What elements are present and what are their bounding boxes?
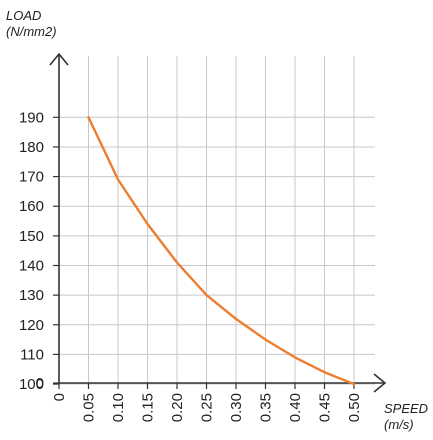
y-tick-label: 0 — [36, 375, 44, 392]
y-axis-title-line-1: LOAD — [6, 8, 42, 23]
x-axis-title-line-2: (m/s) — [384, 417, 414, 432]
x-axis-title: SPEED (m/s) — [384, 401, 428, 433]
x-tick-label: 0.25 — [199, 393, 216, 422]
y-tick-label: 170 — [19, 169, 44, 186]
x-axis-arrow — [373, 373, 387, 393]
load-curve-line — [87, 116, 356, 386]
y-tick-label: 180 — [19, 139, 44, 156]
y-tick-label: 110 — [20, 346, 44, 363]
y-tick-label: 140 — [19, 258, 44, 275]
y-tick-label: 160 — [19, 198, 44, 215]
x-axis-title-line-1: SPEED — [384, 401, 429, 416]
y-tick-label: 150 — [19, 228, 44, 245]
x-tick-label: 0.15 — [140, 393, 157, 422]
x-tick-label: 0.10 — [110, 393, 127, 422]
y-axis-title: LOAD (N/mm2) — [6, 8, 57, 40]
x-tick-label: 0.30 — [228, 393, 245, 422]
x-tick-label: 0.05 — [81, 393, 98, 422]
x-tick-label: 0.40 — [287, 393, 304, 422]
y-tick-label: 190 — [19, 109, 44, 126]
x-tick-label: 0.50 — [346, 393, 363, 422]
x-tick-label: 0.35 — [258, 393, 275, 422]
y-tick-label: 130 — [19, 287, 44, 304]
y-tick-label: 120 — [19, 317, 44, 334]
x-tick-label: 0 — [51, 393, 68, 401]
y-axis-title-line-2: (N/mm2) — [6, 24, 57, 39]
y-axis-arrow — [49, 52, 69, 66]
x-tick-label: 0.45 — [317, 393, 334, 422]
x-tick-label: 0.20 — [169, 393, 186, 422]
y-tick-label: 100 — [19, 376, 44, 393]
